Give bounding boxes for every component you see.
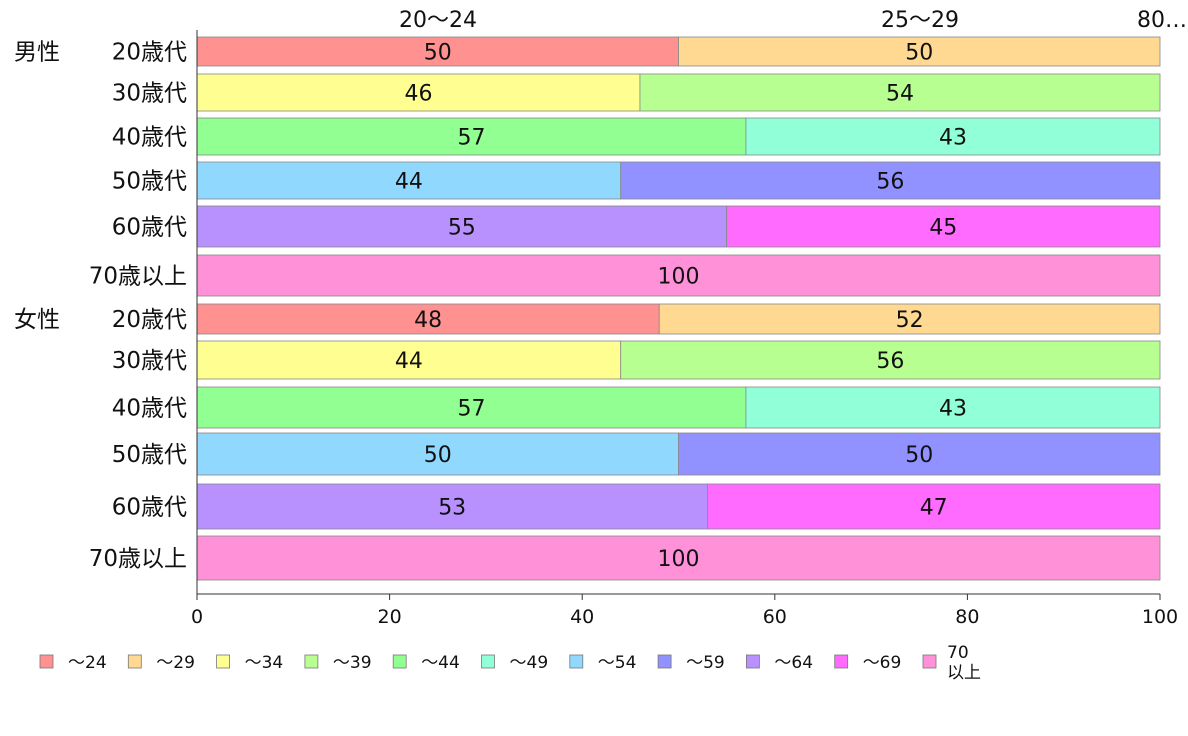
bar-value-label: 43 (939, 126, 967, 151)
bar-value-label: 46 (404, 82, 432, 107)
bar-segment (745, 386, 1161, 429)
legend-swatch (216, 654, 231, 669)
legend-swatch (657, 654, 672, 669)
bar-segment (196, 340, 622, 380)
bar-segment (658, 303, 1161, 335)
bar-segment (196, 254, 1161, 297)
legend-swatch (569, 654, 584, 669)
bar-segment (196, 117, 747, 156)
category-labels: 20歳代 30歳代 40歳代 50歳代 60歳代 70歳以上 20歳代 30歳代 40歳代 50歳… (14, 40, 187, 573)
bar-segment (678, 36, 1161, 67)
bar-value-label: 50 (905, 41, 933, 66)
bar-value-label: 54 (886, 82, 914, 107)
bar-segment (620, 340, 1161, 380)
category-label: 50歳代 (112, 442, 187, 468)
bar-value-label: 56 (876, 349, 904, 374)
legend-label: 〜34 (245, 653, 284, 673)
bar-value-label: 50 (905, 443, 933, 468)
legend-label: 〜64 (774, 653, 813, 673)
legend-label: 〜44 (421, 653, 460, 673)
x-tick-label: 40 (570, 606, 594, 628)
top-series-label: 25〜29 (881, 8, 959, 33)
bar-value-label: 50 (424, 443, 452, 468)
category-label: 30歳代 (112, 348, 187, 374)
group-label: 男性 (14, 40, 60, 66)
bar-value-label: 48 (414, 308, 442, 333)
legend-label: 〜69 (863, 653, 902, 673)
bar-value-label: 45 (929, 216, 957, 241)
bar-value-label: 56 (876, 170, 904, 195)
bar-segment (196, 73, 641, 112)
bar-value-label: 43 (939, 397, 967, 422)
legend-swatch (746, 654, 760, 669)
category-label: 20歳代 (112, 307, 187, 333)
top-series-label: 20〜24 (399, 8, 477, 33)
bar-segment (745, 117, 1161, 156)
legend-swatch (834, 654, 849, 669)
category-label: 40歳代 (112, 125, 187, 151)
x-tick-label: 0 (191, 606, 203, 628)
legend-swatch (922, 654, 937, 669)
legend-swatch (481, 654, 495, 669)
top-series-labels: 20〜24 25〜29 80… (399, 8, 1187, 33)
x-tick-label: 20 (378, 606, 402, 628)
bar-segment (196, 36, 679, 67)
legend: 〜24 〜29 〜34 〜39 〜44 〜49 〜54 〜59 〜64 〜69 70 以上 (39, 643, 981, 683)
bar-value-label: 52 (896, 308, 924, 333)
x-axis: 0 20 40 60 80 100 (191, 30, 1178, 628)
bar-segment (196, 303, 660, 335)
bar-value-label: 50 (424, 41, 452, 66)
bar-value-label: 57 (457, 126, 485, 151)
bar-value-label: 44 (395, 170, 423, 195)
bar-segment (196, 535, 1161, 581)
legend-label: 〜54 (598, 653, 637, 673)
legend-label: 〜49 (510, 653, 549, 673)
category-label: 40歳代 (112, 396, 187, 422)
x-tick-label: 60 (763, 606, 787, 628)
legend-label: 70 以上 (947, 643, 981, 683)
x-tick-label: 80 (955, 606, 979, 628)
bar-value-label: 47 (920, 496, 948, 521)
legend-label: 〜24 (68, 653, 107, 673)
bar-value-label: 53 (438, 496, 466, 521)
top-series-label: 80… (1137, 8, 1187, 33)
bar-value-label: 57 (457, 397, 485, 422)
group-label: 女性 (14, 307, 60, 333)
legend-swatch (392, 654, 407, 669)
bar-segment (726, 205, 1161, 248)
category-label: 60歳代 (112, 215, 187, 241)
x-tick-label: 100 (1142, 606, 1178, 628)
bar-segment (196, 483, 708, 530)
bar-value-label: 44 (395, 349, 423, 374)
bar-value-label: 55 (448, 216, 476, 241)
category-label: 70歳以上 (89, 264, 187, 290)
category-label: 50歳代 (112, 169, 187, 195)
bar-segment (639, 73, 1161, 112)
category-label: 20歳代 (112, 40, 187, 66)
bar-value-label: 100 (658, 547, 700, 572)
legend-label: 〜29 (156, 653, 195, 673)
legend-label: 〜39 (333, 653, 372, 673)
category-label: 70歳以上 (89, 546, 187, 572)
bar-segment (678, 432, 1161, 476)
bar-value-label: 100 (658, 265, 700, 290)
bar-segment (706, 483, 1161, 530)
bar-segment (620, 161, 1161, 200)
bar-segment (196, 161, 622, 200)
legend-swatch (127, 654, 142, 669)
legend-label: 〜59 (686, 653, 725, 673)
category-label: 60歳代 (112, 495, 187, 521)
legend-swatch (304, 654, 319, 669)
legend-swatch (39, 654, 54, 669)
category-label: 30歳代 (112, 81, 187, 107)
